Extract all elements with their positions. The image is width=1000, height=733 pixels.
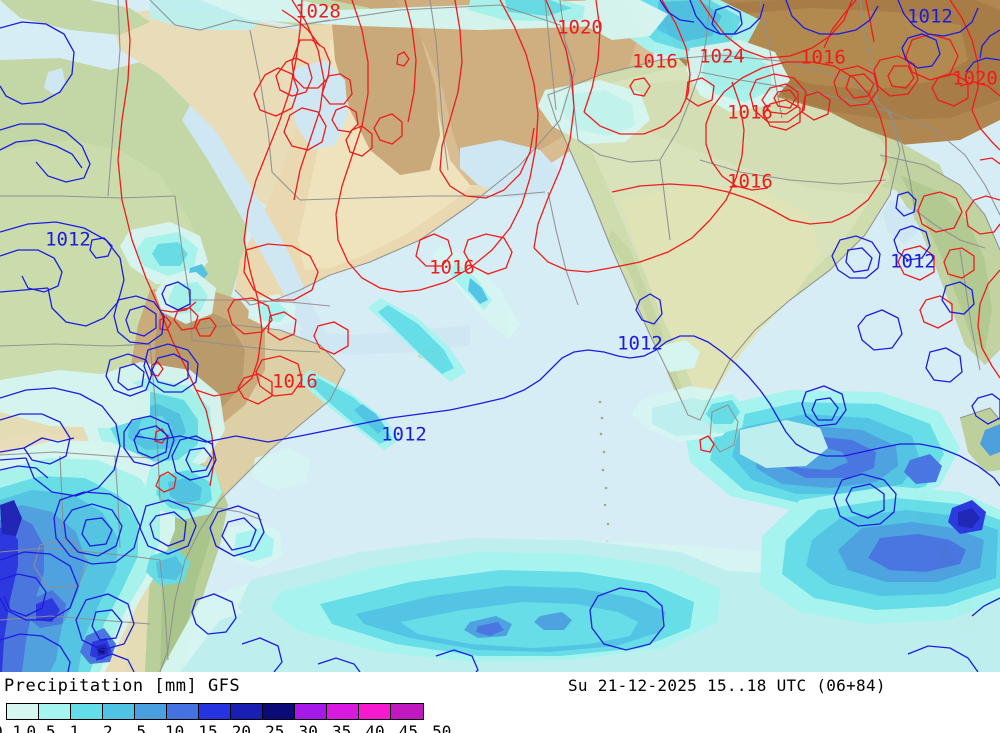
legend-title: Precipitation [mm] GFS [4, 676, 241, 696]
colorbar-swatch [7, 704, 39, 719]
isobars-low [0, 0, 1000, 672]
colorbar-swatch [71, 704, 103, 719]
pressure-label: 1024 [699, 46, 745, 68]
colorbar-swatch [167, 704, 199, 719]
precipitation-map[interactable]: 1028 1020 1012 1024 1016 1016 1020 1016 1016 1012… [0, 0, 1000, 672]
pressure-label: 1016 [800, 47, 846, 69]
pressure-label: 1016 [272, 371, 318, 393]
pressure-label: 1016 [727, 171, 773, 193]
map-canvas: 1028 1020 1012 1024 1016 1016 1020 1016 1016 1012… [0, 0, 1000, 672]
colorbar-tick: 35 [331, 722, 352, 733]
colorbar-tick: 1 [69, 722, 80, 733]
colorbar-tick: 10 [164, 722, 185, 733]
pressure-label: 1012 [381, 424, 427, 446]
colorbar-tick: 2 [102, 722, 113, 733]
colorbar-tick: 5 [136, 722, 147, 733]
colorbar-swatch [231, 704, 263, 719]
colorbar-tick: 30 [298, 722, 318, 733]
pressure-label: 1020 [557, 17, 603, 39]
colorbar-tick: 50 [432, 722, 452, 733]
colorbar-tick: 45 [398, 722, 419, 733]
colorbar-tick: 15 [198, 722, 218, 733]
colorbar-swatch [135, 704, 167, 719]
isobars-high [117, 0, 1000, 493]
colorbar-swatch [39, 704, 71, 719]
colorbar-tick: 0.5 [26, 722, 56, 733]
colorbar-swatch [391, 704, 423, 719]
country-borders [0, 0, 1000, 672]
colorbar-tick: 20 [231, 722, 252, 733]
pressure-label: 1016 [632, 51, 678, 73]
colorbar-swatch [199, 704, 231, 719]
pressure-label: 1020 [952, 68, 998, 90]
precipitation-layer [0, 0, 1000, 672]
pressure-label: 1012 [617, 333, 663, 355]
colorbar-tick: 0.1 [0, 722, 23, 733]
precipitation-colorbar[interactable] [6, 703, 424, 720]
colorbar-swatch [263, 704, 295, 719]
forecast-run-label: Su 21-12-2025 15..18 UTC (06+84) [568, 676, 886, 695]
pressure-label: 1012 [907, 6, 953, 28]
pressure-label: 1012 [45, 229, 91, 251]
pressure-label-layer: 1028 1020 1012 1024 1016 1016 1020 1016 1016 1012… [45, 1, 998, 446]
colorbar-swatch [103, 704, 135, 719]
colorbar-tick: 25 [265, 722, 285, 733]
map-footer: Precipitation [mm] GFS Su 21-12-2025 15.… [0, 672, 1000, 733]
pressure-label: 1016 [429, 257, 475, 279]
colorbar-swatch [327, 704, 359, 719]
colorbar-swatch [359, 704, 391, 719]
pressure-label: 1016 [727, 102, 773, 124]
colorbar-tick: 40 [365, 722, 385, 733]
colorbar-swatch [295, 704, 327, 719]
pressure-label: 1012 [890, 251, 936, 273]
pressure-label: 1028 [295, 1, 341, 23]
